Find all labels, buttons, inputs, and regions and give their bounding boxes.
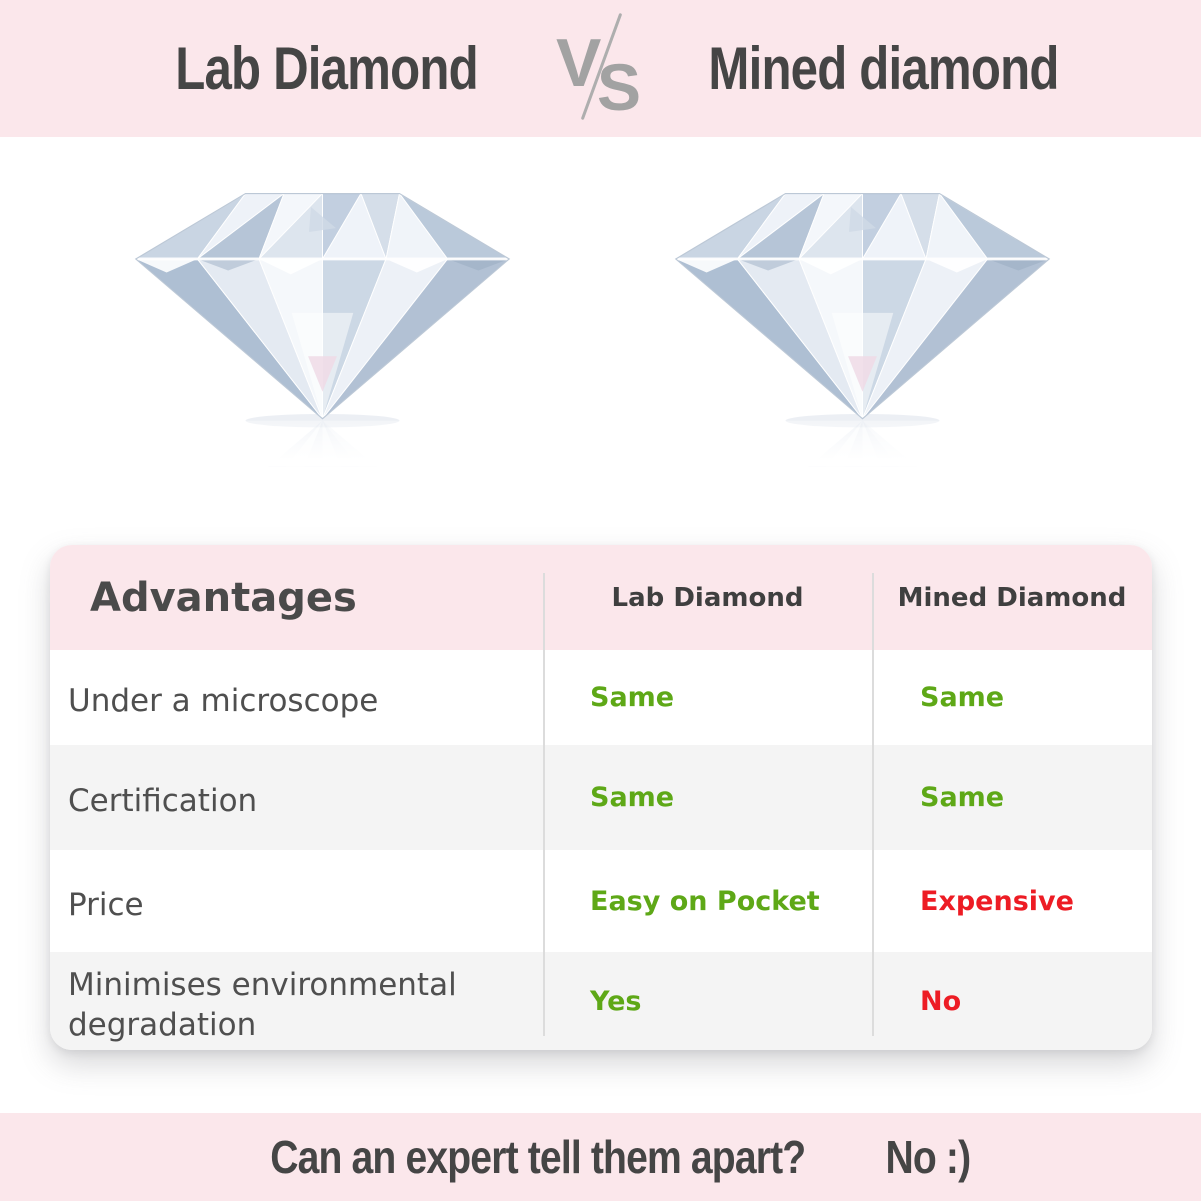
lab-diamond-title-text: Lab Diamond: [175, 35, 479, 102]
row-label: Minimises environmental degradation: [68, 966, 457, 1043]
row-label: Certification: [68, 783, 258, 820]
table-header-row: Advantages Lab Diamond Mined Diamond: [50, 545, 1152, 650]
table-title: Advantages: [90, 574, 357, 621]
lab-value: Same: [590, 782, 675, 813]
vs-letter-s: S: [597, 50, 642, 124]
lab-diamond-image: [128, 178, 517, 582]
mined-diamond-image: [668, 178, 1057, 582]
top-banner: Lab Diamond V S Mined diamond: [0, 0, 1201, 137]
mined-value: No: [920, 985, 962, 1017]
table-row: Under a microscope Same Same: [50, 650, 1152, 745]
row-label: Price: [68, 886, 144, 923]
lab-value: Easy on Pocket: [590, 885, 820, 917]
lab-value: Same: [590, 682, 675, 713]
footer-question: Can an expert tell them apart?: [270, 1131, 806, 1183]
lab-diamond-title: Lab Diamond: [0, 0, 654, 137]
footer-answer: No :): [885, 1131, 972, 1183]
mined-diamond-title-text: Mined diamond: [707, 35, 1059, 102]
table-row: Certification Same Same: [50, 745, 1152, 850]
column-header-lab-diamond: Lab Diamond: [611, 582, 804, 613]
mined-value: Expensive: [920, 885, 1074, 917]
comparison-table: Advantages Lab Diamond Mined Diamond Und…: [50, 545, 1152, 1050]
mined-value: Same: [920, 782, 1005, 813]
diamond-illustration: [128, 192, 517, 582]
bottom-banner: Can an expert tell them apart? No :): [0, 1113, 1201, 1201]
mined-value: Same: [920, 682, 1005, 713]
row-label: Under a microscope: [68, 683, 379, 720]
column-divider: [543, 573, 545, 1036]
table-row: Price Easy on Pocket Expensive: [50, 850, 1152, 952]
vs-badge: V S: [552, 10, 648, 126]
diamond-illustration: [668, 192, 1057, 582]
mined-diamond-title: Mined diamond: [565, 0, 1201, 137]
lab-value: Yes: [590, 985, 642, 1017]
column-divider: [872, 573, 874, 1036]
column-header-mined-diamond: Mined Diamond: [897, 582, 1127, 613]
vs-letter-v: V: [556, 25, 602, 101]
table-row: Minimises environmental degradation Yes …: [50, 952, 1152, 1050]
